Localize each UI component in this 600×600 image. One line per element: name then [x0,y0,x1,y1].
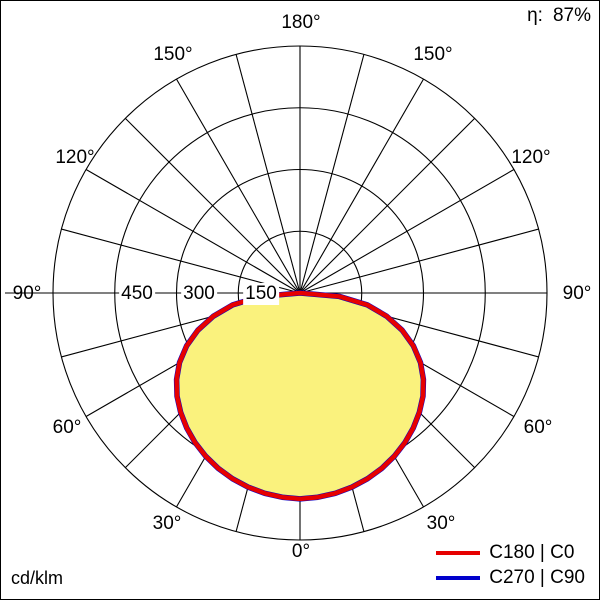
efficiency-readout: η: 87% [527,5,591,27]
efficiency-value: 87% [552,5,591,26]
angle-tick-label-7: 60° [52,417,82,438]
legend-label-c270-c90: C270 | C90 [489,567,585,588]
unit-label: cd/klm [11,568,64,588]
angle-tick-label-10: 30° [426,513,456,534]
angle-tick-label-9: 30° [152,513,182,534]
angle-tick-label-1: 150° [153,44,193,65]
angle-tick-label-0: 180° [281,12,321,33]
angle-tick-label-3: 120° [55,147,95,168]
legend: C180 | C0 C270 | C90 [436,543,585,587]
angle-tick-label-2: 150° [413,44,453,65]
legend-swatch-c270-c90 [436,575,481,580]
efficiency-symbol: η: [527,5,543,26]
radial-tick-label-2: 150 [243,283,279,305]
angle-tick-label-6: 90° [562,283,592,304]
radial-tick-label-1: 300 [181,283,217,305]
legend-label-c180-c0: C180 | C0 [489,542,575,563]
legend-item-c180-c0: C180 | C0 [436,543,585,562]
angle-tick-label-5: 90° [12,283,42,304]
legend-item-c270-c90: C270 | C90 [436,568,585,587]
angle-tick-label-4: 120° [511,147,551,168]
angle-tick-label-8: 60° [523,417,553,438]
radial-tick-label-0: 450 [119,283,155,305]
angle-tick-label-11: 0° [291,541,311,562]
legend-swatch-c180-c0 [436,550,481,555]
